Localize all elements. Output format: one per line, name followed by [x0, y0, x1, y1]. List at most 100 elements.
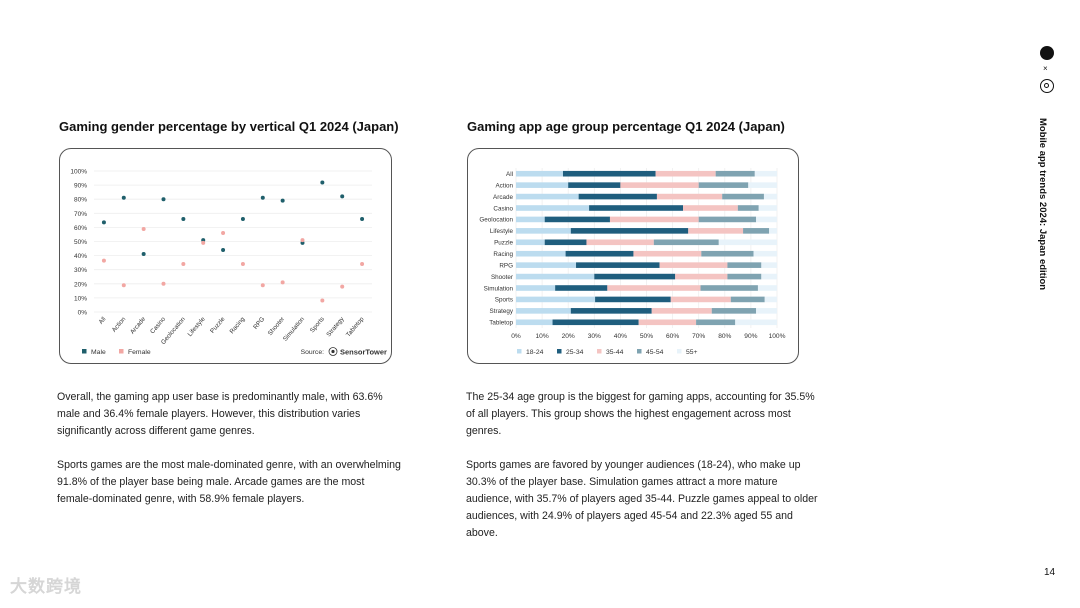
gender-x-tick-label: Shooter [267, 316, 287, 337]
age-legend-swatch-45-54 [637, 349, 642, 354]
gender-point-female-strategy [340, 284, 345, 289]
gender-x-tick-label: Simulation [282, 315, 307, 342]
age-bar-rpg-25-34 [576, 262, 660, 268]
age-bar-puzzle-35-44 [586, 239, 654, 246]
gender-point-female-all [101, 258, 106, 263]
gender-point-female-arcade [141, 226, 146, 231]
gender-legend-swatch-female [119, 349, 124, 354]
age-bar-action-55 [748, 182, 777, 188]
age-y-tick-label: Arcade [493, 194, 513, 201]
age-bar-shooter-25-34 [594, 273, 676, 280]
gender-point-male-all [101, 220, 106, 225]
age-bar-tabletop-25-34 [552, 319, 639, 326]
partner-logo-icon [1040, 79, 1054, 93]
age-x-tick-label: 80% [718, 333, 731, 340]
age-bar-simulation-18-24 [516, 285, 556, 291]
age-legend-label-45-54: 45-54 [646, 349, 664, 356]
age-y-tick-label: Casino [493, 205, 513, 212]
age-y-tick-label: Tabletop [489, 320, 513, 327]
age-bar-action-18-24 [516, 182, 569, 188]
age-stacked-bar-chart: 0% 10% 20% 30% 40% 50% 60% 70% 80% 90% 100% All Acti… [479, 168, 786, 356]
age-x-tick-label: 20% [562, 333, 575, 340]
gender-point-female-action [121, 283, 126, 288]
age-bar-simulation-45-54 [700, 285, 758, 291]
age-bar-tabletop-45-54 [696, 319, 736, 326]
gender-point-female-simulation [300, 238, 305, 243]
age-y-tick-label: Racing [493, 251, 513, 258]
age-bar-sports-35-44 [670, 296, 731, 303]
gender-y-tick-label: 20% [74, 281, 87, 288]
gender-point-male-casino [161, 197, 166, 202]
age-y-tick-label: Shooter [491, 274, 513, 281]
gender-point-female-puzzle [221, 231, 226, 236]
age-bar-all-45-54 [715, 170, 755, 177]
age-x-tick-label: 30% [588, 333, 601, 340]
gender-y-tick-label: 10% [74, 295, 87, 302]
gender-x-tick-label: Sports [309, 316, 326, 334]
gender-point-female-lifestyle [201, 240, 206, 245]
age-bar-geolocation-45-54 [698, 216, 757, 223]
gender-x-tick-label: RPG [252, 316, 266, 331]
age-bar-action-25-34 [568, 182, 621, 188]
gender-source-label: Source: [301, 349, 325, 356]
gender-point-male-racing [240, 216, 245, 221]
age-bar-tabletop-55 [735, 319, 777, 326]
age-bar-strategy-55 [756, 308, 777, 314]
age-bar-arcade-55 [763, 193, 777, 200]
age-bar-puzzle-45-54 [653, 239, 719, 246]
age-x-tick-label: 100% [769, 333, 786, 340]
age-x-tick-label: 60% [666, 333, 679, 340]
gender-x-tick-label: Racing [228, 315, 246, 335]
gender-point-female-shooter [280, 280, 285, 285]
gender-y-tick-label: 80% [74, 197, 87, 204]
age-legend-label-35-44: 35-44 [606, 349, 624, 356]
age-bar-arcade-45-54 [722, 193, 764, 200]
age-bar-arcade-25-34 [578, 193, 657, 200]
age-bar-all-35-44 [655, 170, 716, 177]
age-x-tick-label: 0% [511, 333, 521, 340]
document-title-text: Mobile app trends 2024: Japan edition [1037, 118, 1048, 291]
age-bar-racing-55 [753, 250, 777, 257]
gender-x-tick-label: Strategy [325, 315, 346, 338]
gender-y-tick-label: 50% [74, 239, 87, 246]
age-bar-puzzle-55 [718, 239, 777, 246]
gender-y-tick-label: 90% [74, 183, 87, 190]
age-bar-rpg-18-24 [516, 262, 577, 268]
gender-legend-swatch-male [82, 349, 87, 354]
age-bar-all-18-24 [516, 170, 563, 177]
age-bar-racing-45-54 [701, 250, 754, 257]
age-bar-sports-45-54 [730, 296, 765, 303]
age-bar-strategy-25-34 [570, 308, 652, 314]
age-bar-puzzle-18-24 [516, 239, 545, 246]
age-bar-sports-55 [764, 296, 777, 303]
age-bar-all-25-34 [562, 170, 656, 177]
age-y-tick-label: Geolocation [479, 217, 513, 224]
gender-point-male-puzzle [221, 247, 226, 252]
gender-point-female-sports [320, 298, 325, 303]
gender-source-name: SensorTower [340, 348, 387, 357]
gender-point-male-shooter [280, 198, 285, 203]
age-x-tick-label: 10% [535, 333, 548, 340]
age-bar-arcade-35-44 [656, 193, 723, 200]
age-bar-shooter-18-24 [516, 273, 595, 280]
age-bar-simulation-25-34 [555, 285, 608, 291]
age-x-tick-label: 70% [692, 333, 705, 340]
gender-y-tick-label: 70% [74, 211, 87, 218]
age-bar-shooter-45-54 [727, 273, 762, 280]
age-bar-shooter-35-44 [675, 273, 728, 280]
age-bar-rpg-35-44 [659, 262, 728, 268]
gender-x-tick-label: Puzzle [209, 315, 227, 334]
brand-logo-icon [1040, 46, 1054, 60]
age-bar-casino-18-24 [516, 205, 590, 211]
age-bar-arcade-18-24 [516, 193, 579, 200]
age-y-tick-label: Lifestyle [490, 228, 514, 235]
age-paragraph-2: Sports games are favored by younger audi… [466, 459, 818, 539]
gender-x-tick-label: Casino [149, 315, 167, 335]
gender-point-female-racing [240, 262, 245, 267]
age-legend-label-55: 55+ [686, 349, 698, 356]
age-bar-strategy-35-44 [651, 308, 712, 314]
age-bar-casino-35-44 [683, 205, 738, 211]
age-bar-rpg-55 [761, 262, 777, 268]
gender-scatter-chart: 0% 10% 20% 30% 40% 50% 60% 70% 80% 90% 100% All Acti… [70, 169, 387, 357]
gender-y-tick-label: 60% [74, 225, 87, 232]
